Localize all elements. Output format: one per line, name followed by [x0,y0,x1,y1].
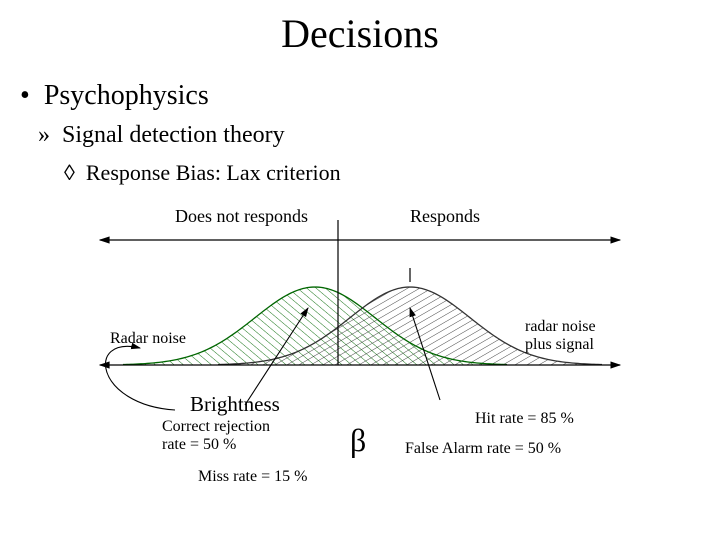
label-correct-rejection: Correct rejection rate = 50 % [162,418,270,454]
bullet-level-2: » Signal detection theory [38,122,285,149]
label-responds: Responds [410,206,480,227]
label-does-not-respond: Does not responds [175,206,308,227]
bullet-2-text: Signal detection theory [62,122,285,148]
signal-detection-chart: Does not responds Responds Radar noise r… [80,200,640,520]
bullet-level-3: ◊ Response Bias: Lax criterion [64,160,341,186]
chart-svg [80,200,640,520]
label-false-alarm: False Alarm rate = 50 % [405,440,561,458]
beta-symbol: β [350,422,366,459]
label-miss-rate: Miss rate = 15 % [198,468,307,486]
slide: Decisions • Psychophysics » Signal detec… [0,0,720,540]
bullet-3-text: Response Bias: Lax criterion [86,160,341,185]
bullet-level-1: • Psychophysics [20,80,209,112]
label-hit-rate: Hit rate = 85 % [475,410,574,428]
label-radar-noise: Radar noise [110,330,186,348]
page-title: Decisions [0,10,720,57]
label-radar-plus-signal: radar noise plus signal [525,318,596,354]
bullet-1-text: Psychophysics [44,80,209,111]
label-brightness: Brightness [190,392,280,417]
